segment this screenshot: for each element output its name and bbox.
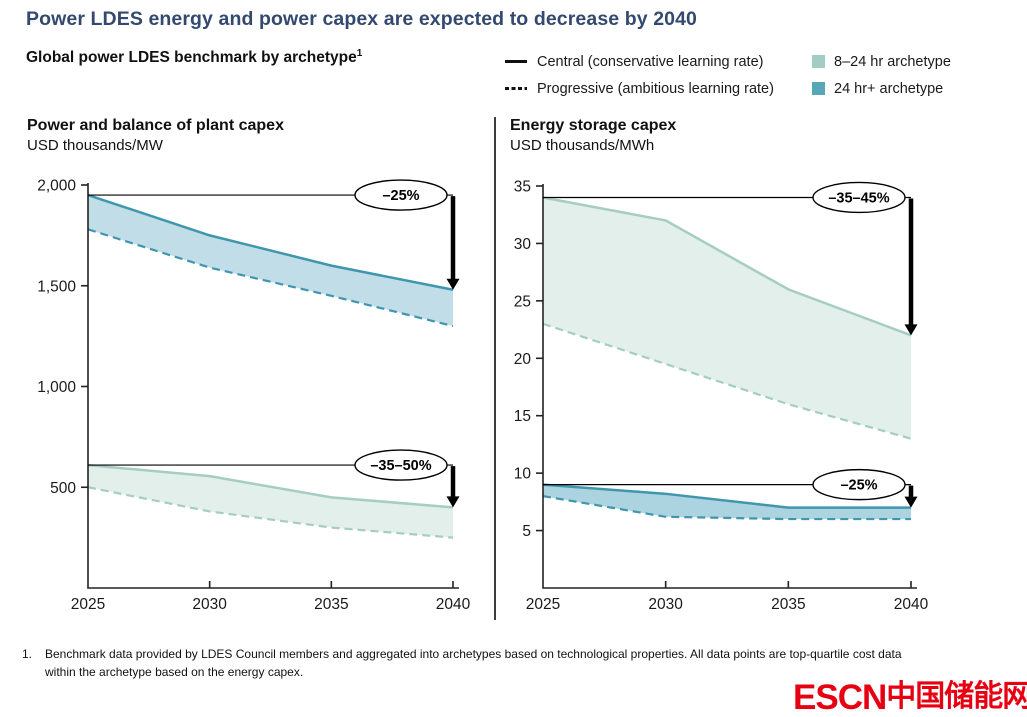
- x-tick-label: 2025: [71, 596, 105, 613]
- watermark-latin: ESCN: [793, 678, 887, 717]
- footnote: 1. Benchmark data provided by LDES Counc…: [22, 645, 911, 681]
- band-area: [543, 197, 911, 439]
- annotation-arrowhead: [446, 496, 460, 508]
- progressive-line: [542, 495, 911, 521]
- annotation-arrowhead: [446, 278, 460, 290]
- band-area: [88, 465, 453, 538]
- y-tick-label: 35: [514, 179, 531, 196]
- central-line: [542, 196, 912, 337]
- annotation-label: –35–45%: [828, 190, 889, 206]
- legend-label: 24 hr+ archetype: [834, 80, 944, 97]
- x-tick-label: 2025: [526, 596, 560, 613]
- band-area: [88, 195, 453, 327]
- dashed-line-swatch: [505, 86, 527, 91]
- chart-subtitle: Global power LDES benchmark by archetype…: [26, 48, 362, 67]
- left-panel-title: Power and balance of plant capex USD tho…: [27, 116, 357, 156]
- solid-line-swatch: [505, 59, 527, 64]
- y-tick-label: 1,000: [37, 379, 76, 396]
- watermark-cjk: 中国储能网: [886, 680, 1027, 713]
- progressive-line: [87, 228, 454, 328]
- legend-item-24hr-plus: 24 hr+ archetype: [812, 75, 951, 102]
- legend-archetypes: 8–24 hr archetype 24 hr+ archetype: [812, 48, 951, 102]
- legend-label: Progressive (ambitious learning rate): [537, 80, 774, 97]
- annotation-arrowhead: [904, 496, 918, 508]
- y-tick-label: 500: [50, 480, 76, 497]
- legend-item-8-24hr: 8–24 hr archetype: [812, 48, 951, 75]
- right-panel-title: Energy storage capex USD thousands/MWh: [510, 116, 840, 156]
- annotation-label: –25%: [382, 188, 419, 204]
- y-tick-label: 5: [522, 523, 531, 540]
- x-tick-label: 2035: [771, 596, 805, 613]
- legend-item-central: Central (conservative learning rate): [505, 48, 1025, 75]
- footnote-number: 1.: [22, 647, 33, 661]
- central-line: [542, 483, 911, 509]
- y-tick-label: 15: [514, 408, 531, 425]
- x-tick-label: 2040: [894, 596, 929, 613]
- annotation-oval: [812, 468, 906, 501]
- y-tick-label: 25: [514, 293, 531, 310]
- light-teal-swatch: [812, 55, 825, 68]
- annotation-oval: [812, 181, 906, 214]
- annotation-label: –35–50%: [370, 458, 431, 474]
- x-tick-label: 2035: [314, 596, 348, 613]
- escn-watermark-logo: ESCN中国储能网: [793, 671, 1027, 717]
- panel-divider: [494, 117, 496, 620]
- left-chart-unit: USD thousands/MW: [27, 137, 163, 154]
- x-tick-label: 2040: [436, 596, 471, 613]
- central-line: [87, 193, 454, 292]
- footnote-text: Benchmark data provided by LDES Council …: [45, 647, 902, 679]
- chart-left: 500 1,000 1,500 2,000 2025 2030 2035 2040 –25% –3…: [37, 178, 470, 614]
- progressive-line: [87, 486, 454, 539]
- annotation-label: –25%: [840, 478, 877, 494]
- right-chart-title: Energy storage capex: [510, 117, 677, 134]
- legend: Central (conservative learning rate) Pro…: [505, 48, 1025, 102]
- chart-subtitle-text: Global power LDES benchmark by archetype: [26, 49, 357, 67]
- page-title: Power LDES energy and power capex are ex…: [26, 8, 697, 30]
- y-tick-label: 20: [514, 351, 532, 368]
- right-chart-unit: USD thousands/MWh: [510, 137, 655, 154]
- y-tick-label: 2,000: [37, 178, 76, 195]
- x-tick-label: 2030: [648, 596, 683, 613]
- annotation-oval: [354, 179, 448, 211]
- annotation-oval: [354, 449, 448, 481]
- y-tick-label: 1,500: [37, 278, 76, 295]
- central-line: [87, 463, 454, 509]
- legend-label: 8–24 hr archetype: [834, 53, 951, 70]
- dark-teal-swatch: [812, 82, 825, 95]
- y-tick-label: 10: [514, 466, 532, 483]
- annotation-arrowhead: [904, 324, 918, 336]
- left-chart-title: Power and balance of plant capex: [27, 117, 284, 134]
- x-tick-label: 2030: [192, 596, 227, 613]
- y-tick-label: 30: [514, 236, 532, 253]
- legend-label: Central (conservative learning rate): [537, 53, 764, 70]
- footnote-marker: 1: [356, 48, 363, 59]
- legend-item-progressive: Progressive (ambitious learning rate): [505, 75, 1025, 102]
